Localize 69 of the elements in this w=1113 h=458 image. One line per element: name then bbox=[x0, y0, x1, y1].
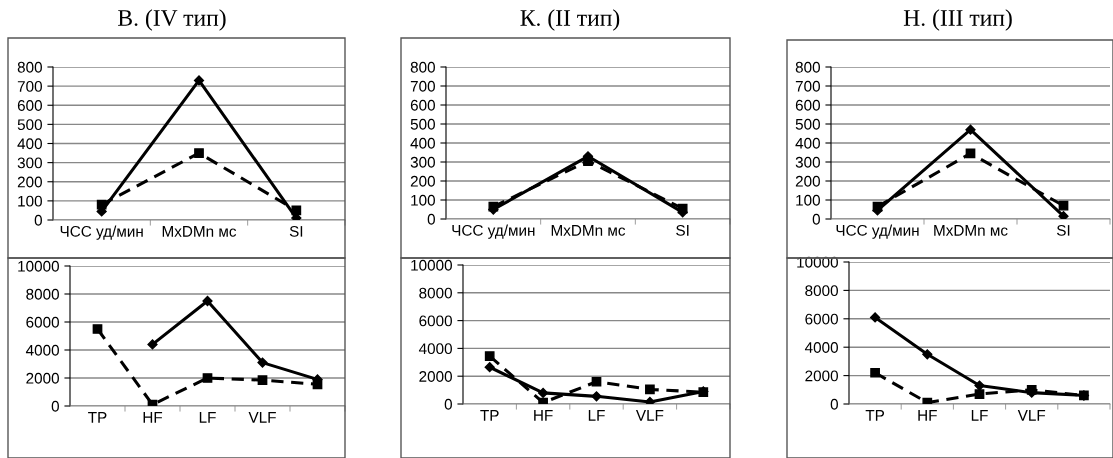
y-tick-label: 600 bbox=[17, 100, 42, 111]
y-tick-label: 0 bbox=[34, 214, 42, 226]
y-tick-label: 700 bbox=[17, 80, 42, 92]
y-tick-label: 6000 bbox=[805, 313, 838, 325]
y-tick-label: 200 bbox=[410, 175, 435, 187]
y-tick-label: 600 bbox=[795, 99, 820, 111]
x-tick-label: VLF bbox=[248, 412, 276, 423]
x-tick-label: HF bbox=[918, 410, 937, 421]
y-tick-label: 100 bbox=[18, 195, 42, 207]
y-tick-label: 100 bbox=[796, 194, 820, 206]
y-tick-label: 800 bbox=[17, 61, 42, 73]
y-tick-label: 0 bbox=[427, 213, 435, 225]
x-tick-label: LF bbox=[971, 410, 988, 421]
chart-title: Н. (III тип) bbox=[903, 9, 1012, 31]
y-tick-label: 4000 bbox=[25, 344, 59, 356]
x-tick-label: MxDMn мс bbox=[162, 226, 237, 237]
y-tick-label: 600 bbox=[410, 99, 435, 111]
x-tick-label: ЧСС уд/мин bbox=[452, 224, 535, 239]
x-tick-label: TP bbox=[480, 410, 499, 421]
y-tick-label: 300 bbox=[410, 156, 435, 168]
y-tick-label: 300 bbox=[795, 156, 820, 168]
x-tick-label: SI bbox=[1056, 224, 1070, 236]
y-tick-label: 4000 bbox=[804, 342, 838, 353]
y-tick-label: 400 bbox=[17, 138, 42, 150]
x-tick-label: MxDMn мс bbox=[934, 225, 1008, 236]
y-tick-label: 500 bbox=[795, 118, 820, 130]
y-tick-label: 800 bbox=[410, 61, 435, 73]
y-tick-label: 500 bbox=[17, 119, 42, 131]
y-tick-label: 700 bbox=[795, 80, 820, 92]
y-tick-label: 10000 bbox=[797, 256, 838, 268]
y-tick-label: 10000 bbox=[18, 260, 59, 272]
x-tick-label: SI bbox=[676, 224, 689, 236]
y-tick-label: 400 bbox=[410, 137, 435, 149]
y-tick-label: 100 bbox=[411, 194, 435, 206]
y-tick-label: 0 bbox=[51, 400, 59, 412]
y-tick-label: 400 bbox=[795, 137, 820, 149]
y-tick-label: 2000 bbox=[419, 371, 452, 382]
y-tick-label: 2000 bbox=[805, 370, 838, 382]
y-tick-label: 10000 bbox=[411, 259, 452, 271]
y-tick-label: 0 bbox=[830, 398, 838, 410]
x-tick-label: LF bbox=[199, 412, 216, 423]
y-tick-label: 8000 bbox=[419, 287, 452, 299]
x-tick-label: ЧСС уд/мин bbox=[836, 224, 919, 239]
x-tick-label: TP bbox=[865, 410, 885, 421]
y-tick-label: 6000 bbox=[26, 316, 59, 328]
y-tick-label: 500 bbox=[410, 118, 435, 130]
x-tick-label: SI bbox=[289, 225, 303, 237]
y-tick-label: 200 bbox=[17, 176, 42, 188]
y-tick-label: 700 bbox=[410, 80, 435, 92]
x-tick-label: VLF bbox=[1017, 410, 1046, 421]
y-tick-label: 6000 bbox=[419, 315, 452, 327]
x-tick-label: LF bbox=[588, 410, 605, 421]
x-tick-label: HF bbox=[534, 410, 553, 421]
y-tick-label: 200 bbox=[795, 175, 820, 187]
y-tick-label: 8000 bbox=[26, 288, 59, 300]
x-tick-label: TP bbox=[88, 412, 107, 423]
y-tick-label: 300 bbox=[17, 157, 42, 169]
x-tick-label: MxDMn мс bbox=[551, 225, 626, 236]
x-tick-label: VLF bbox=[635, 410, 664, 421]
y-tick-label: 0 bbox=[812, 213, 820, 225]
y-tick-label: 2000 bbox=[26, 372, 59, 384]
y-tick-label: 800 bbox=[795, 61, 820, 73]
x-tick-label: ЧСС уд/мин bbox=[60, 225, 143, 240]
chart-title: К. (II тип) bbox=[520, 9, 620, 31]
y-tick-label: 4000 bbox=[418, 343, 452, 355]
y-tick-label: 0 bbox=[444, 398, 452, 410]
x-tick-label: HF bbox=[143, 412, 163, 423]
y-tick-label: 8000 bbox=[805, 285, 838, 297]
chart-title: В. (IV тип) bbox=[118, 9, 226, 31]
